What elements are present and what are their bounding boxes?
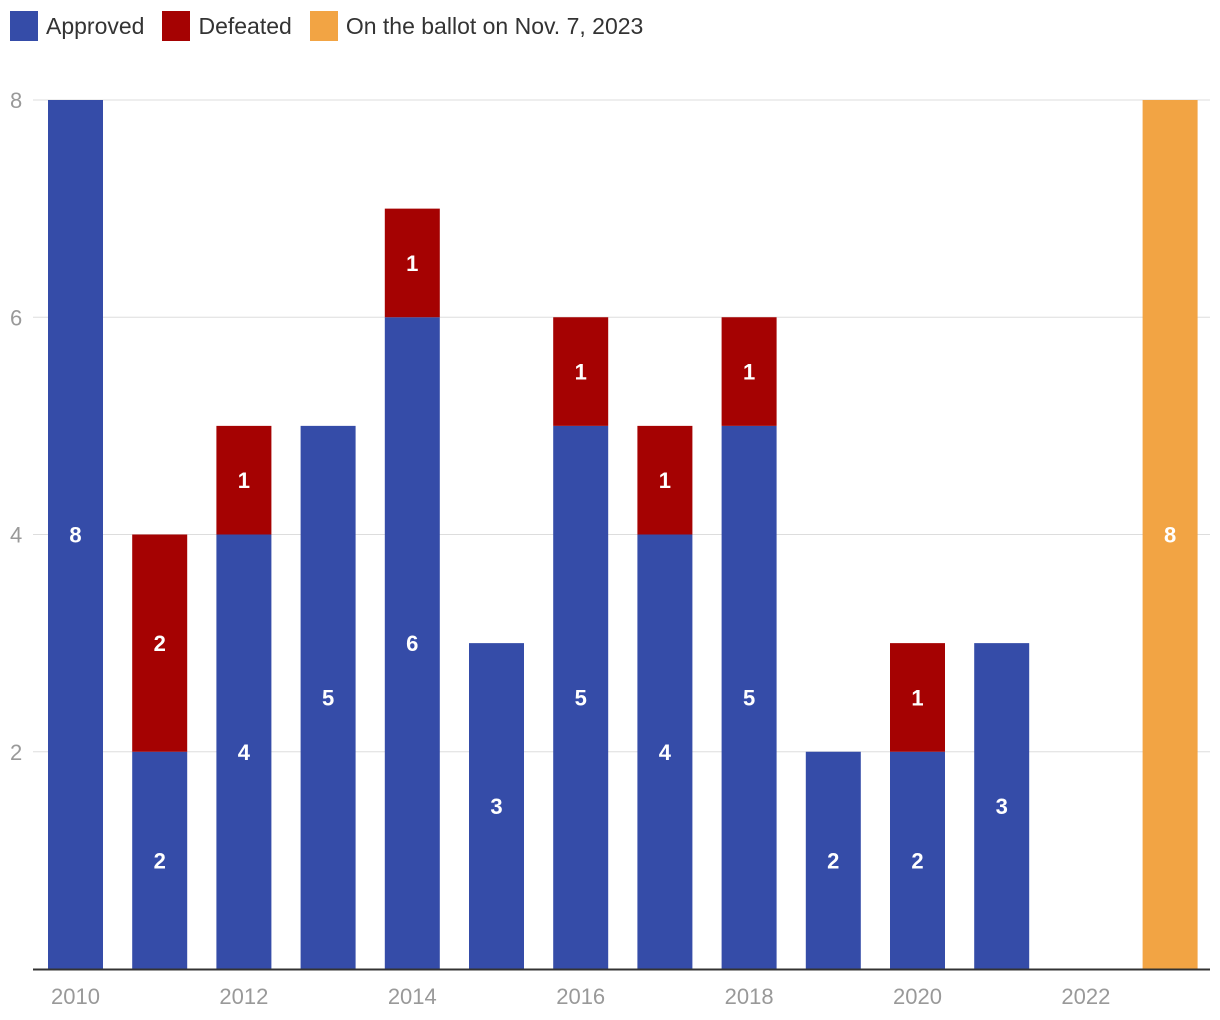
bar-approved-2013: [300, 425, 356, 969]
x-tick-label: 2010: [51, 984, 100, 1009]
x-tick-label: 2012: [219, 984, 268, 1009]
y-tick-label: 8: [10, 88, 22, 113]
legend-swatch-ballot: [309, 11, 338, 41]
y-tick-label: 4: [10, 523, 22, 548]
data-label-approved-2021: 3: [996, 794, 1008, 819]
data-label-defeated-2016: 1: [575, 360, 587, 385]
legend-label-approved: Approved: [46, 12, 145, 39]
bar-defeated-2014: [384, 208, 440, 318]
data-label-approved-2016: 5: [575, 685, 587, 710]
legend-swatch-defeated: [162, 11, 191, 41]
data-label-defeated-2020: 1: [911, 685, 923, 710]
bar-ballot-2023: [1142, 100, 1198, 969]
x-tick-label: 2022: [1061, 984, 1110, 1009]
x-tick-label: 2020: [893, 984, 942, 1009]
data-label-approved-2010: 8: [69, 523, 81, 548]
bar-approved-2020: [890, 751, 945, 969]
legend-label-defeated: Defeated: [198, 12, 292, 39]
bar-defeated-2016: [553, 317, 609, 426]
data-label-approved-2019: 2: [827, 848, 839, 873]
bar-approved-2021: [974, 643, 1030, 969]
bar-approved-2012: [216, 534, 272, 969]
legend-item-defeated: Defeated: [162, 11, 292, 41]
legend-item-approved: Approved: [10, 11, 144, 41]
bar-approved-2015: [469, 643, 524, 969]
bar-approved-2011: [132, 751, 188, 969]
data-label-approved-2015: 3: [490, 794, 502, 819]
data-label-defeated-2011: 2: [154, 631, 166, 656]
bar-approved-2010: [48, 100, 103, 969]
data-label-defeated-2014: 1: [406, 251, 418, 276]
data-label-approved-2012: 4: [238, 740, 251, 765]
bar-defeated-2020: [890, 643, 945, 752]
data-label-ballot-2023: 8: [1164, 523, 1176, 548]
legend-swatch-approved: [10, 11, 38, 41]
x-tick-label: 2014: [388, 984, 437, 1009]
x-tick-label: 2016: [556, 984, 605, 1009]
bar-approved-2018: [721, 425, 777, 969]
data-label-defeated-2018: 1: [743, 360, 755, 385]
data-label-defeated-2012: 1: [238, 468, 250, 493]
y-tick-label: 6: [10, 305, 22, 330]
data-label-defeated-2017: 1: [659, 468, 671, 493]
bar-approved-2016: [553, 425, 609, 969]
bar-defeated-2011: [132, 534, 188, 752]
data-label-approved-2011: 2: [154, 848, 166, 873]
y-tick-label: 2: [10, 740, 22, 765]
bar-approved-2014: [384, 317, 440, 969]
data-label-approved-2014: 6: [406, 631, 418, 656]
bar-defeated-2017: [637, 425, 693, 535]
data-label-approved-2020: 2: [911, 848, 923, 873]
legend-item-ballot: On the ballot on Nov. 7, 2023: [309, 11, 644, 41]
data-label-approved-2017: 4: [659, 740, 672, 765]
data-label-approved-2013: 5: [322, 685, 334, 710]
data-label-approved-2018: 5: [743, 685, 755, 710]
bar-defeated-2018: [721, 317, 777, 426]
bar-defeated-2012: [216, 425, 272, 535]
legend: Approved Defeated On the ballot on Nov. …: [10, 10, 661, 42]
legend-label-ballot: On the ballot on Nov. 7, 2023: [345, 12, 644, 39]
x-tick-label: 2018: [725, 984, 774, 1009]
bar-approved-2019: [805, 751, 861, 969]
bar-approved-2017: [637, 534, 693, 969]
